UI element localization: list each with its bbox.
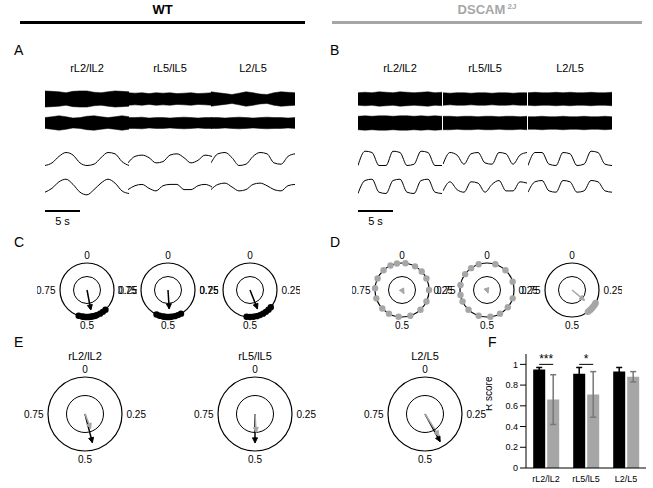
html-text:rL2/lL2: rL2/lL2 <box>70 62 104 74</box>
svg-text:0.5: 0.5 <box>243 320 257 331</box>
svg-text:0.75: 0.75 <box>364 409 384 420</box>
html-text:DSCAM2J: DSCAM2J <box>457 1 517 17</box>
svg-text:0.5: 0.5 <box>480 320 494 331</box>
svg-text:rL2/lL2: rL2/lL2 <box>532 474 560 484</box>
svg-text:0.75: 0.75 <box>118 285 137 296</box>
svg-text:0.25: 0.25 <box>282 285 301 296</box>
svg-text:1: 1 <box>513 360 518 370</box>
svg-text:0.25: 0.25 <box>467 409 487 420</box>
svg-text:0.75: 0.75 <box>37 285 56 296</box>
svg-text:0: 0 <box>252 364 258 375</box>
html-text:rL2/lL2: rL2/lL2 <box>68 350 102 362</box>
svg-text:0: 0 <box>484 250 490 261</box>
html-text:C: C <box>14 234 25 250</box>
svg-text:0.75: 0.75 <box>522 285 541 296</box>
svg-text:0.25: 0.25 <box>297 409 317 420</box>
svg-text:0: 0 <box>165 250 171 261</box>
svg-text:0.25: 0.25 <box>127 409 147 420</box>
svg-text:rL5/lL5: rL5/lL5 <box>572 474 600 484</box>
html-text:F: F <box>488 334 497 350</box>
svg-text:0.4: 0.4 <box>505 422 518 432</box>
svg-text:0.8: 0.8 <box>505 380 518 390</box>
html-text:L2/L5: L2/L5 <box>411 350 439 362</box>
html-text:E: E <box>14 334 24 350</box>
html-text:5 s: 5 s <box>55 215 70 227</box>
html-text:L2/L5: L2/L5 <box>556 62 584 74</box>
html-text:rL5/lL5: rL5/lL5 <box>238 350 272 362</box>
svg-text:0: 0 <box>399 250 405 261</box>
svg-text:*: * <box>584 352 589 366</box>
html-text:rL2/lL2: rL2/lL2 <box>383 62 417 74</box>
svg-text:0: 0 <box>422 364 428 375</box>
html-text:WT: WT <box>152 2 173 17</box>
svg-text:0.5: 0.5 <box>80 320 94 331</box>
html-text:D: D <box>330 234 341 250</box>
svg-text:0: 0 <box>84 250 90 261</box>
html-text:L2/L5: L2/L5 <box>239 62 267 74</box>
html-text:B: B <box>330 42 340 58</box>
html-text:rL5/lL5: rL5/lL5 <box>153 62 187 74</box>
svg-text:0: 0 <box>247 250 253 261</box>
svg-text:0: 0 <box>82 364 88 375</box>
svg-text:0.75: 0.75 <box>352 285 371 296</box>
svg-text:0.2: 0.2 <box>505 442 518 452</box>
svg-text:0: 0 <box>569 250 575 261</box>
svg-text:0.75: 0.75 <box>24 409 44 420</box>
svg-text:0.5: 0.5 <box>161 320 175 331</box>
svg-text:0.5: 0.5 <box>565 320 579 331</box>
html-text:5 s: 5 s <box>368 215 383 227</box>
svg-text:0.75: 0.75 <box>437 285 456 296</box>
html-text:A: A <box>14 42 24 58</box>
html-text:rL5/lL5: rL5/lL5 <box>468 62 502 74</box>
svg-text:0.5: 0.5 <box>395 320 409 331</box>
svg-text:0.25: 0.25 <box>604 285 623 296</box>
svg-text:0.5: 0.5 <box>78 454 92 465</box>
svg-text:0.25: 0.25 <box>200 285 219 296</box>
svg-text:***: *** <box>539 352 553 366</box>
svg-text:0.6: 0.6 <box>505 401 518 411</box>
svg-text:0.5: 0.5 <box>418 454 432 465</box>
svg-text:L2/L5: L2/L5 <box>615 474 638 484</box>
svg-text:0: 0 <box>513 463 518 473</box>
svg-text:0.5: 0.5 <box>248 454 262 465</box>
svg-text:0.75: 0.75 <box>200 285 219 296</box>
svg-text:0.75: 0.75 <box>194 409 214 420</box>
svg-text:R score: R score <box>486 376 494 411</box>
